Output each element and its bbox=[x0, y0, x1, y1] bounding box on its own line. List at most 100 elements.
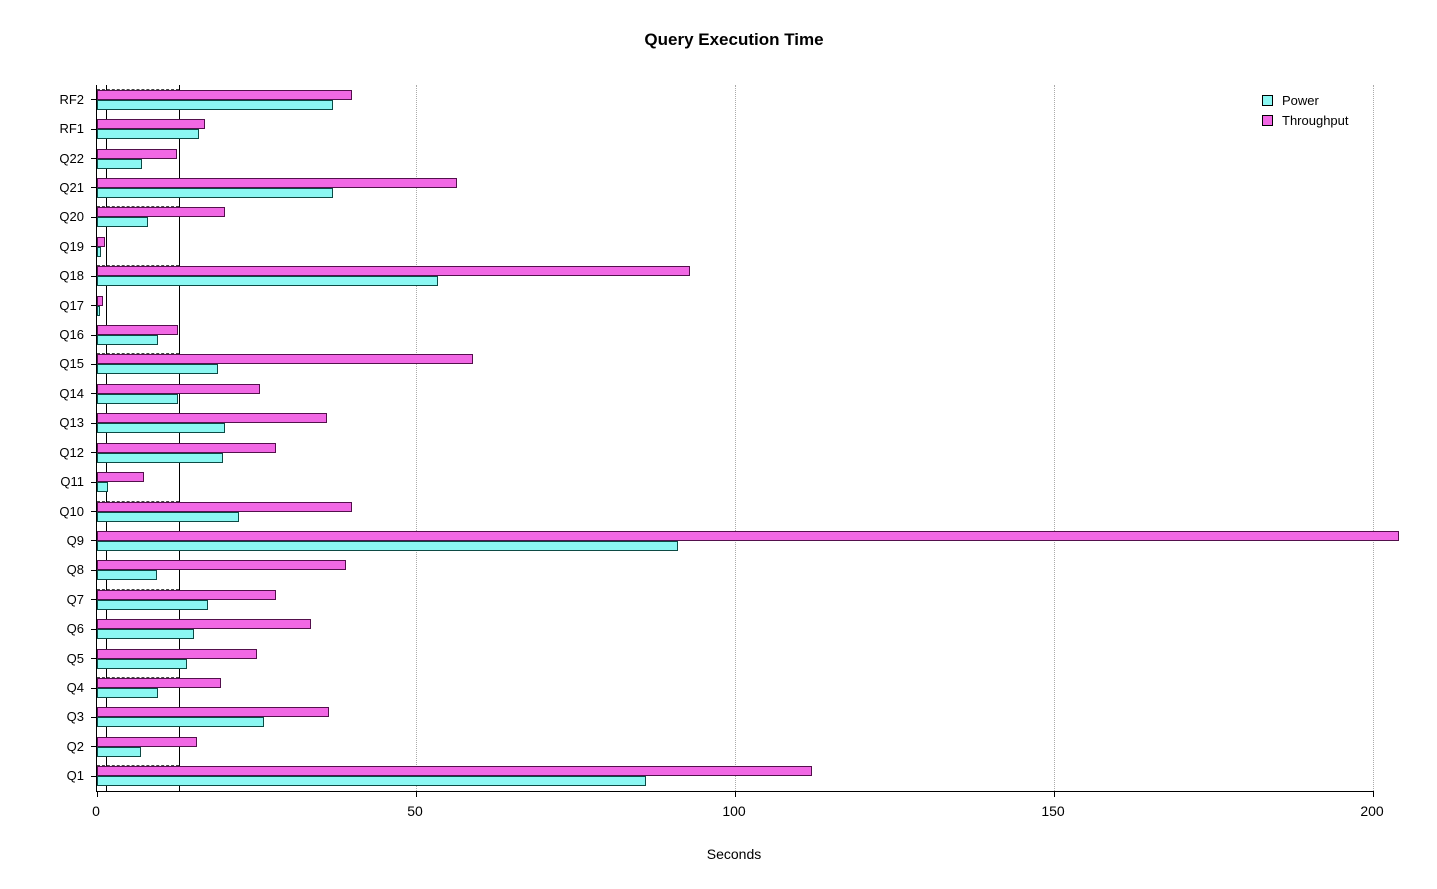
y-tick-mark-Q5 bbox=[91, 658, 97, 660]
bar-throughput-Q21 bbox=[97, 177, 458, 188]
y-tick-label-Q19: Q19 bbox=[59, 238, 84, 254]
y-tick-label-Q15: Q15 bbox=[59, 356, 84, 372]
x-tick-label-200: 200 bbox=[1360, 803, 1384, 819]
bar-power-Q16 bbox=[97, 335, 159, 346]
y-tick-label-Q11: Q11 bbox=[60, 474, 84, 490]
bar-throughput-Q15 bbox=[97, 354, 474, 365]
y-tick-mark-Q13 bbox=[91, 422, 97, 424]
bar-power-Q3 bbox=[97, 717, 265, 728]
x-tick-mark-200 bbox=[1372, 791, 1374, 797]
y-tick-mark-Q12 bbox=[91, 452, 97, 454]
bar-power-Q7 bbox=[97, 599, 208, 610]
bar-throughput-Q5 bbox=[97, 648, 257, 659]
bar-power-Q19 bbox=[97, 246, 102, 257]
bar-power-Q11 bbox=[97, 482, 108, 493]
reference-line-x-1.4 bbox=[105, 85, 107, 791]
bar-power-RF2 bbox=[97, 99, 334, 110]
bar-power-Q20 bbox=[97, 217, 149, 228]
y-tick-label-Q2: Q2 bbox=[66, 738, 84, 754]
plot-area bbox=[91, 85, 1399, 797]
y-tick-mark-Q6 bbox=[91, 628, 97, 630]
gridline-x-200 bbox=[1373, 85, 1374, 791]
dashed-guide-RF2 bbox=[97, 88, 179, 90]
dashed-guide-Q15 bbox=[97, 353, 179, 355]
dashed-guide-Q10 bbox=[97, 500, 179, 502]
y-tick-mark-Q19 bbox=[91, 246, 97, 248]
chart-title: Query Execution Time bbox=[644, 30, 824, 49]
dashed-guide-Q18 bbox=[97, 265, 179, 267]
legend-swatch-power bbox=[1262, 95, 1273, 106]
y-tick-label-Q5: Q5 bbox=[66, 650, 84, 666]
bar-throughput-Q18 bbox=[97, 266, 691, 277]
y-tick-mark-Q9 bbox=[91, 540, 97, 542]
gridline-x-100 bbox=[735, 85, 736, 791]
bar-throughput-Q12 bbox=[97, 442, 276, 453]
bar-power-Q15 bbox=[97, 364, 219, 375]
bar-power-Q9 bbox=[97, 540, 678, 551]
y-tick-mark-Q3 bbox=[91, 716, 97, 718]
y-tick-label-Q7: Q7 bbox=[66, 591, 84, 607]
y-tick-mark-Q4 bbox=[91, 687, 97, 689]
y-tick-label-Q12: Q12 bbox=[59, 444, 84, 460]
bar-throughput-Q11 bbox=[97, 472, 145, 483]
y-tick-mark-Q21 bbox=[91, 187, 97, 189]
bar-throughput-Q3 bbox=[97, 707, 330, 718]
bar-throughput-Q9 bbox=[97, 530, 1399, 541]
x-tick-mark-100 bbox=[734, 791, 736, 797]
dashed-guide-Q4 bbox=[97, 677, 179, 679]
y-tick-label-Q13: Q13 bbox=[59, 415, 84, 431]
x-axis-label: Seconds bbox=[706, 846, 762, 862]
y-tick-label-Q4: Q4 bbox=[66, 680, 84, 696]
y-tick-label-Q9: Q9 bbox=[66, 532, 84, 548]
y-tick-label-Q1: Q1 bbox=[66, 768, 84, 784]
gridline-x-50 bbox=[416, 85, 417, 791]
bar-power-Q22 bbox=[97, 158, 142, 169]
x-tick-mark-150 bbox=[1053, 791, 1055, 797]
y-tick-mark-Q8 bbox=[91, 569, 97, 571]
x-tick-label-50: 50 bbox=[407, 803, 423, 819]
bar-throughput-Q7 bbox=[97, 589, 276, 600]
y-tick-label-Q3: Q3 bbox=[66, 709, 84, 725]
y-tick-label-Q18: Q18 bbox=[59, 268, 84, 284]
y-tick-mark-Q11 bbox=[91, 481, 97, 483]
y-tick-label-RF2: RF2 bbox=[59, 91, 84, 107]
legend: Power Throughput bbox=[1262, 93, 1349, 133]
reference-line-x-12.8 bbox=[178, 85, 180, 791]
x-tick-mark-50 bbox=[415, 791, 417, 797]
legend-swatch-throughput bbox=[1262, 115, 1273, 126]
y-tick-mark-Q14 bbox=[91, 393, 97, 395]
y-tick-label-Q8: Q8 bbox=[66, 562, 84, 578]
y-tick-label-Q17: Q17 bbox=[59, 297, 84, 313]
bar-power-Q8 bbox=[97, 570, 157, 581]
bar-throughput-Q13 bbox=[97, 413, 327, 424]
bar-throughput-Q14 bbox=[97, 383, 260, 394]
bar-throughput-Q22 bbox=[97, 148, 177, 159]
y-tick-mark-Q22 bbox=[91, 158, 97, 160]
bar-throughput-Q20 bbox=[97, 207, 225, 218]
y-tick-label-Q16: Q16 bbox=[59, 327, 84, 343]
bar-power-Q1 bbox=[97, 776, 646, 787]
y-tick-mark-Q7 bbox=[91, 599, 97, 601]
gridline-x-150 bbox=[1054, 85, 1055, 791]
y-tick-mark-Q16 bbox=[91, 334, 97, 336]
bar-power-Q21 bbox=[97, 187, 334, 198]
y-tick-label-RF1: RF1 bbox=[59, 121, 84, 137]
legend-item-power: Power bbox=[1262, 93, 1349, 108]
bar-throughput-Q8 bbox=[97, 560, 346, 571]
y-tick-mark-Q18 bbox=[91, 275, 97, 277]
y-tick-mark-Q15 bbox=[91, 363, 97, 365]
bar-throughput-Q1 bbox=[97, 766, 812, 777]
y-tick-label-Q21: Q21 bbox=[59, 179, 84, 195]
bar-power-Q17 bbox=[97, 305, 101, 316]
bar-throughput-Q10 bbox=[97, 501, 353, 512]
x-tick-label-100: 100 bbox=[722, 803, 746, 819]
bar-power-RF1 bbox=[97, 129, 200, 140]
legend-label-throughput: Throughput bbox=[1282, 113, 1349, 128]
dashed-guide-Q20 bbox=[97, 206, 179, 208]
y-tick-mark-Q10 bbox=[91, 511, 97, 513]
bar-throughput-Q4 bbox=[97, 678, 221, 689]
y-tick-mark-Q17 bbox=[91, 305, 97, 307]
bar-throughput-Q17 bbox=[97, 295, 103, 306]
bar-throughput-Q6 bbox=[97, 619, 311, 630]
